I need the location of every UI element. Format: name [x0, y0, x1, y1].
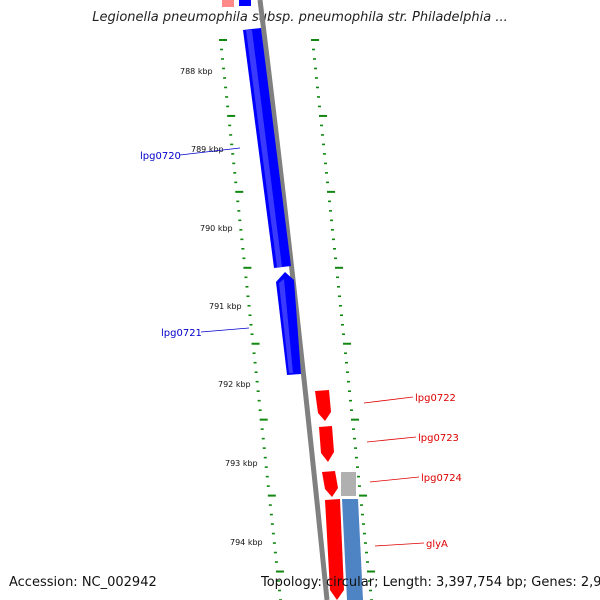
gene-label-lpg0721[interactable]: lpg0721: [161, 328, 202, 339]
gene-lpg0724[interactable]: [322, 471, 338, 497]
leader-lpg0721: [200, 327, 250, 333]
leader-lpg0720: [179, 147, 241, 156]
gene-label-glyA[interactable]: glyA: [426, 539, 448, 550]
ruler-label-789: 789 kbp: [191, 145, 224, 154]
feature-top-clipped-blue[interactable]: [239, 0, 251, 6]
gene-lpg0720-highlight: [246, 30, 282, 267]
ruler-label-788: 788 kbp: [180, 67, 213, 76]
gene-lpg0721-highlight: [279, 279, 293, 373]
ruler-label-793: 793 kbp: [225, 459, 258, 468]
gene-lpg0723[interactable]: [319, 426, 334, 462]
feature-blue[interactable]: [342, 499, 363, 600]
feature-top-clipped-red[interactable]: [222, 0, 234, 7]
gene-lpg0722[interactable]: [315, 390, 331, 421]
feature-gray[interactable]: [341, 472, 356, 496]
leader-lpg0724: [369, 476, 420, 483]
gene-label-lpg0723[interactable]: lpg0723: [418, 433, 459, 444]
ruler-ticks-left: [219, 39, 284, 600]
gene-label-lpg0722[interactable]: lpg0722: [415, 393, 456, 404]
topology-text: Topology: circular; Length: 3,397,754 bp…: [261, 575, 600, 590]
leader-glyA: [374, 542, 425, 547]
leader-lpg0722: [363, 396, 414, 404]
accession-text: Accession: NC_002942: [9, 575, 157, 590]
ruler-label-791: 791 kbp: [209, 302, 242, 311]
map-title: Legionella pneumophila subsp. pneumophil…: [92, 10, 508, 25]
ruler-ticks-right: [311, 39, 375, 600]
gene-label-lpg0720[interactable]: lpg0720: [140, 151, 181, 162]
gene-glyA[interactable]: [325, 499, 344, 600]
ruler-label-790: 790 kbp: [200, 224, 233, 233]
leader-lpg0723: [366, 436, 417, 443]
ruler-label-794: 794 kbp: [230, 538, 263, 547]
ruler-label-792: 792 kbp: [218, 380, 251, 389]
gene-label-lpg0724[interactable]: lpg0724: [421, 473, 462, 484]
